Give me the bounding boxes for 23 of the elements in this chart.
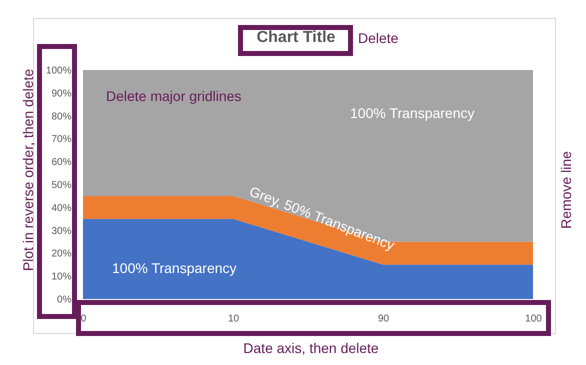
x-tick-label: 90 <box>378 314 390 324</box>
y-tick-label: 50% <box>51 180 72 191</box>
y-tick-label: 10% <box>51 272 72 283</box>
annotation: 100% Transparency <box>112 260 237 276</box>
y-tick-label: 100% <box>46 66 72 76</box>
y-tick-label: 30% <box>51 226 72 237</box>
y-tick-label: 70% <box>51 134 72 146</box>
text: Delete <box>358 30 398 46</box>
annotation: Delete major gridlines <box>106 88 242 104</box>
y-tick-label: 80% <box>51 111 72 122</box>
text: Date axis, then delete <box>243 340 379 356</box>
y-tick-label: 40% <box>51 202 72 214</box>
text: Plot in reverse order, then delete <box>20 68 36 272</box>
y-tick-label: 90% <box>51 88 72 100</box>
x-tick-label: 10 <box>228 314 240 324</box>
text: Remove line <box>558 151 574 229</box>
y-tick-label: 20% <box>51 248 72 260</box>
y-tick-label: 0% <box>57 294 72 306</box>
chart-title: Chart Title <box>256 29 336 46</box>
x-tick-label: 100 <box>525 314 542 324</box>
x-tick-label: 0 <box>80 314 87 324</box>
annotation: 100% Transparency <box>350 105 475 121</box>
y-tick-label: 60% <box>51 157 72 168</box>
